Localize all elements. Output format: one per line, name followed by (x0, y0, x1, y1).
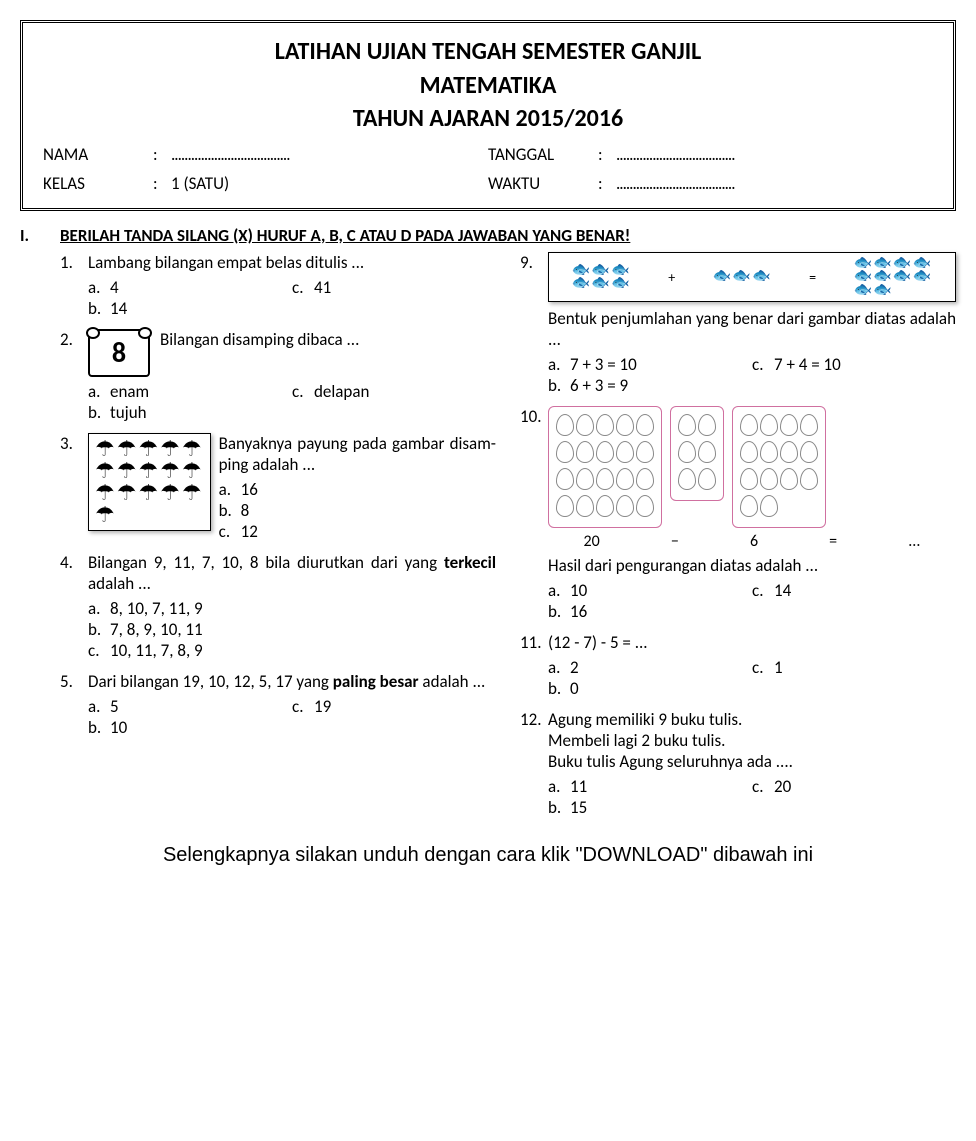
q11-opt-a: 2 (570, 657, 579, 678)
q2-opt-b: tujuh (110, 402, 147, 423)
question-1: 1. Lambang bilangan empat belas ditulis … (60, 252, 496, 319)
nama-label: NAMA (43, 144, 153, 165)
q2-opt-c: delapan (314, 381, 369, 402)
q12-line1: Agung memiliki 9 buku tulis. (548, 709, 956, 730)
q10-opt-c: 14 (774, 580, 791, 601)
q2-opt-a: enam (110, 381, 149, 402)
q12-line2: Membeli lagi 2 buku tulis. (548, 730, 956, 751)
kelas-value: 1 (SATU) (171, 173, 229, 194)
question-4: 4. Bilangan 9, 11, 7, 10, 8 bila diurutk… (60, 552, 496, 661)
q10-text: Hasil dari pengurangan diatas adalah ... (548, 555, 956, 576)
section-title: BERILAH TANDA SILANG (X) HURUF A, B, C A… (60, 225, 956, 246)
nama-value (171, 144, 290, 165)
section-number: I. (20, 225, 60, 246)
question-2: 2. 8 Bilangan disamping dibaca ... a.ena… (60, 329, 496, 423)
q10-opt-b: 16 (570, 601, 587, 622)
q12-opt-a: 11 (570, 776, 587, 797)
q9-opt-c: 7 + 4 = 10 (774, 354, 841, 375)
q9-opt-b: 6 + 3 = 9 (570, 375, 628, 396)
right-column: 9. 🐟🐟🐟🐟🐟🐟 + 🐟🐟🐟 = 🐟🐟🐟🐟🐟🐟🐟🐟🐟🐟 Bentuk penj… (520, 252, 956, 829)
tanggal-label: TANGGAL (488, 144, 598, 165)
q4-opt-a: 8, 10, 7, 11, 9 (110, 598, 203, 619)
q1-opt-c: 41 (314, 277, 331, 298)
q3-opt-b: 8 (241, 500, 250, 521)
question-5: 5. Dari bilangan 19, 10, 12, 5, 17 yang … (60, 671, 496, 738)
q12-opt-b: 15 (570, 797, 587, 818)
left-column: 1. Lambang bilangan empat belas ditulis … (20, 252, 496, 829)
q10-equation: 20 − 6 = ... (548, 532, 956, 551)
q3-text: Banyaknya payung pada gambar disam-ping … (219, 433, 496, 475)
q2-text: Bilangan disamping dibaca ... (160, 329, 496, 350)
q4-text: Bilangan 9, 11, 7, 10, 8 bila diurutkan … (88, 552, 496, 594)
q1-opt-a: 4 (110, 277, 119, 298)
q1-opt-b: 14 (110, 298, 127, 319)
question-3: 3. ☂☂☂☂☂☂☂☂☂☂☂☂☂☂☂☂ Banyaknya payung pad… (60, 433, 496, 542)
download-footer-text: Selengkapnya silakan unduh dengan cara k… (20, 844, 956, 867)
fish-equation-icon: 🐟🐟🐟🐟🐟🐟 + 🐟🐟🐟 = 🐟🐟🐟🐟🐟🐟🐟🐟🐟🐟 (548, 252, 956, 303)
tanggal-value (616, 144, 735, 165)
question-10: 10. 20 − 6 = ... Hasil dari pengurangan … (520, 406, 956, 622)
q5-opt-a: 5 (110, 696, 119, 717)
title-line-2: MATEMATIKA (43, 69, 933, 103)
waktu-value (616, 173, 735, 194)
q3-opt-a: 16 (241, 479, 258, 500)
q1-text: Lambang bilangan empat belas ditulis ... (88, 252, 496, 273)
section-heading: I. BERILAH TANDA SILANG (X) HURUF A, B, … (20, 225, 956, 246)
q10-opt-a: 10 (570, 580, 587, 601)
egg-subtraction-icon (548, 406, 956, 528)
q11-opt-c: 1 (774, 657, 783, 678)
question-9: 9. 🐟🐟🐟🐟🐟🐟 + 🐟🐟🐟 = 🐟🐟🐟🐟🐟🐟🐟🐟🐟🐟 Bentuk penj… (520, 252, 956, 397)
q4-opt-b: 7, 8, 9, 10, 11 (110, 619, 203, 640)
title-line-1: LATIHAN UJIAN TENGAH SEMESTER GANJIL (43, 35, 933, 69)
umbrella-grid-icon: ☂☂☂☂☂☂☂☂☂☂☂☂☂☂☂☂ (88, 433, 211, 531)
q5-text: Dari bilangan 19, 10, 12, 5, 17 yang pal… (88, 671, 496, 692)
q11-opt-b: 0 (570, 678, 579, 699)
number-scroll-icon: 8 (88, 329, 150, 377)
q3-opt-c: 12 (241, 521, 258, 542)
exam-header-box: LATIHAN UJIAN TENGAH SEMESTER GANJIL MAT… (20, 20, 956, 211)
q5-opt-c: 19 (314, 696, 331, 717)
question-12: 12. Agung memiliki 9 buku tulis. Membeli… (520, 709, 956, 818)
q12-line3: Buku tulis Agung seluruhnya ada .... (548, 751, 956, 772)
waktu-label: WAKTU (488, 173, 598, 194)
q4-opt-c: 10, 11, 7, 8, 9 (110, 640, 203, 661)
kelas-label: KELAS (43, 173, 153, 194)
title-line-3: TAHUN AJARAN 2015/2016 (43, 102, 933, 136)
question-11: 11. (12 - 7) - 5 = ... a.2 c.1 b.0 (520, 632, 956, 699)
q11-text: (12 - 7) - 5 = ... (548, 632, 956, 653)
q9-opt-a: 7 + 3 = 10 (570, 354, 637, 375)
q12-opt-c: 20 (774, 776, 791, 797)
q5-opt-b: 10 (110, 717, 127, 738)
q9-text: Bentuk penjumlahan yang benar dari gamba… (548, 308, 956, 350)
